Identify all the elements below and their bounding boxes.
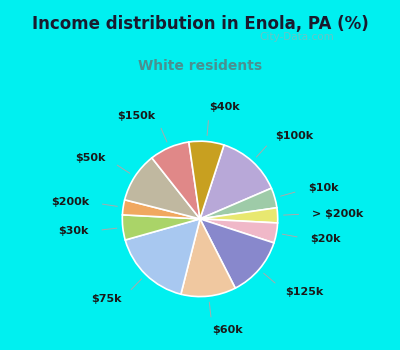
Text: $40k: $40k <box>210 102 240 112</box>
Text: $200k: $200k <box>51 197 89 207</box>
Wedge shape <box>152 142 200 219</box>
Text: $60k: $60k <box>212 326 243 335</box>
Wedge shape <box>200 208 278 223</box>
Text: City-Data.com: City-Data.com <box>260 33 334 42</box>
Text: > $200k: > $200k <box>312 209 363 219</box>
Text: $20k: $20k <box>310 234 341 244</box>
Wedge shape <box>125 219 200 294</box>
Wedge shape <box>181 219 235 296</box>
Wedge shape <box>125 158 200 219</box>
Text: $125k: $125k <box>285 287 324 297</box>
Wedge shape <box>200 145 271 219</box>
Wedge shape <box>122 200 200 219</box>
Text: Income distribution in Enola, PA (%): Income distribution in Enola, PA (%) <box>32 14 368 33</box>
Wedge shape <box>122 215 200 240</box>
Text: $50k: $50k <box>76 153 106 163</box>
Text: $75k: $75k <box>91 294 122 304</box>
Wedge shape <box>200 219 278 243</box>
Wedge shape <box>200 188 277 219</box>
Text: $10k: $10k <box>308 183 338 194</box>
Wedge shape <box>200 219 274 288</box>
Wedge shape <box>189 141 224 219</box>
Text: $30k: $30k <box>58 226 88 236</box>
Text: $100k: $100k <box>276 131 314 141</box>
Text: $150k: $150k <box>118 111 156 121</box>
Text: White residents: White residents <box>138 58 262 72</box>
